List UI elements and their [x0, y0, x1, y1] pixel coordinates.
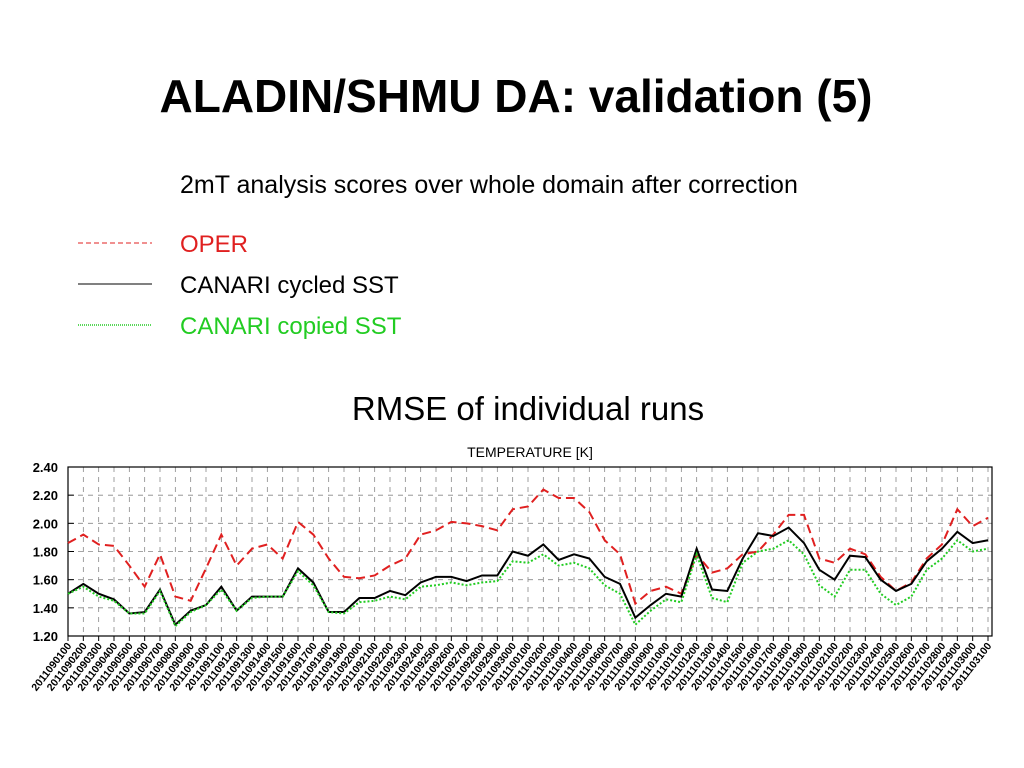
legend-label: CANARI cycled SST	[180, 272, 399, 299]
chart-subtitle: TEMPERATURE [K]	[467, 444, 593, 460]
slide-subtitle: 2mT analysis scores over whole domain af…	[180, 171, 798, 199]
legend-label: CANARI copied SST	[180, 313, 402, 340]
series-line	[67, 526, 989, 627]
y-tick-label: 2.40	[33, 460, 58, 475]
y-tick-label: 1.60	[33, 573, 58, 588]
series-line	[67, 488, 989, 606]
y-tick-label: 2.00	[33, 516, 58, 531]
y-tick-label: 2.20	[33, 488, 58, 503]
y-tick-label: 1.20	[33, 629, 58, 644]
slide-title: ALADIN/SHMU DA: validation (5)	[160, 70, 873, 122]
series-line	[67, 538, 989, 628]
legend-label: OPER	[180, 231, 248, 258]
y-tick-label: 1.40	[33, 601, 58, 616]
chart-title: RMSE of individual runs	[352, 390, 704, 427]
y-tick-label: 1.80	[33, 545, 58, 560]
plot-frame	[67, 466, 993, 637]
